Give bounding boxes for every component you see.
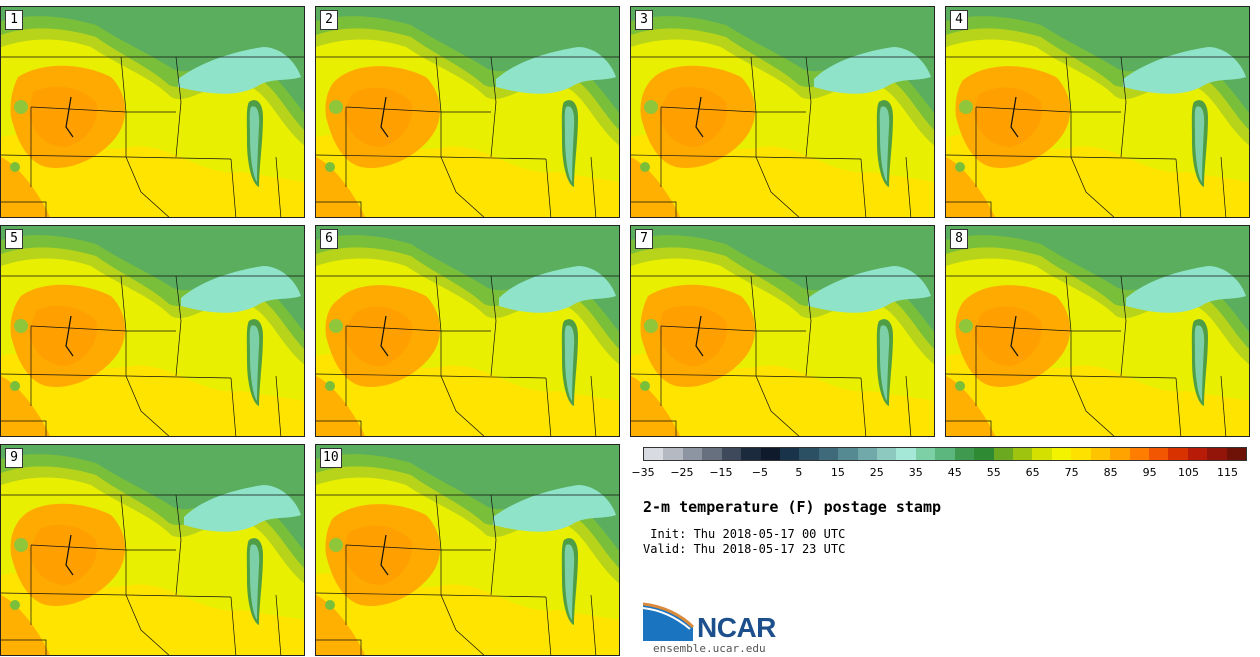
valid-time: Valid: Thu 2018-05-17 23 UTC [643, 542, 846, 556]
ncar-logo-icon [643, 602, 695, 641]
colorbar-swatch [1110, 448, 1130, 460]
colorbar-tick-label: 25 [869, 466, 884, 479]
colorbar-swatch [1129, 448, 1149, 460]
colorbar-swatch [663, 448, 683, 460]
colorbar-swatch [1187, 448, 1208, 460]
panel-number: 3 [635, 10, 653, 30]
colorbar-swatch [915, 448, 936, 460]
map-panel-9: 9 [0, 444, 305, 656]
colorbar-swatch [721, 448, 742, 460]
panel-number: 5 [5, 229, 23, 249]
panel-number: 10 [320, 448, 342, 468]
colorbar-swatch [1168, 448, 1188, 460]
panel-number: 2 [320, 10, 338, 30]
colorbar-swatch [741, 448, 761, 460]
colorbar-tick-label: −25 [670, 466, 694, 479]
colorbar-swatch [799, 448, 819, 460]
colorbar-swatch [1207, 448, 1227, 460]
colorbar-tick-label: 55 [986, 466, 1001, 479]
colorbar-swatch [682, 448, 703, 460]
map-panel-4: 4 [945, 6, 1250, 218]
panel-number: 4 [950, 10, 968, 30]
map-panel-6: 6 [315, 225, 620, 437]
map-panel-7: 7 [630, 225, 935, 437]
temperature-map [1, 226, 304, 436]
colorbar-swatch [896, 448, 916, 460]
panel-number: 6 [320, 229, 338, 249]
temperature-map [1, 445, 304, 655]
colorbar-swatch [1051, 448, 1072, 460]
colorbar-tick-label: −35 [631, 466, 655, 479]
figure-title: 2-m temperature (F) postage stamp [643, 498, 942, 516]
colorbar-swatch [993, 448, 1014, 460]
colorbar-tick-label: 5 [795, 466, 803, 479]
colorbar-swatch [818, 448, 839, 460]
temperature-map [316, 7, 619, 217]
temperature-map [1, 7, 304, 217]
colorbar-swatch [1226, 448, 1247, 460]
ensemble-url: ensemble.ucar.edu [653, 642, 766, 655]
temperature-map [631, 7, 934, 217]
colorbar [643, 447, 1247, 461]
panel-number: 1 [5, 10, 23, 30]
colorbar-tick-label: −5 [751, 466, 768, 479]
colorbar-swatch [1071, 448, 1091, 460]
temperature-map [316, 445, 619, 655]
colorbar-tick-label: 115 [1217, 466, 1239, 479]
colorbar-swatch [954, 448, 975, 460]
temperature-map [631, 226, 934, 436]
colorbar-tick-label: 75 [1064, 466, 1079, 479]
temperature-map [946, 226, 1249, 436]
panel-number: 9 [5, 448, 23, 468]
colorbar-swatch [779, 448, 800, 460]
panel-number: 7 [635, 229, 653, 249]
colorbar-tick-label: 85 [1103, 466, 1118, 479]
map-panel-8: 8 [945, 225, 1250, 437]
map-panel-3: 3 [630, 6, 935, 218]
colorbar-swatch [974, 448, 994, 460]
colorbar-tick-label: 65 [1025, 466, 1040, 479]
colorbar-swatch [1013, 448, 1033, 460]
colorbar-swatch [644, 448, 664, 460]
colorbar-swatch [1090, 448, 1111, 460]
panel-number: 8 [950, 229, 968, 249]
map-panel-5: 5 [0, 225, 305, 437]
colorbar-tick-label: 105 [1178, 466, 1200, 479]
colorbar-ticks: −35 −25 −15 −5 5 15 25 35 45 55 65 75 85 95 105 115 [631, 466, 1247, 480]
colorbar-swatch [877, 448, 897, 460]
temperature-map [946, 7, 1249, 217]
colorbar-swatch [1032, 448, 1052, 460]
map-panel-2: 2 [315, 6, 620, 218]
map-panel-1: 1 [0, 6, 305, 218]
colorbar-tick-label: 45 [947, 466, 962, 479]
colorbar-tick-label: 35 [908, 466, 923, 479]
init-time: Init: Thu 2018-05-17 00 UTC [643, 527, 846, 541]
map-panel-10: 10 [315, 444, 620, 656]
colorbar-swatch [857, 448, 878, 460]
colorbar-swatch [838, 448, 858, 460]
colorbar-swatch [935, 448, 955, 460]
ncar-logo-text: NCAR [697, 612, 776, 643]
colorbar-tick-label: 95 [1142, 466, 1157, 479]
colorbar-tick-label: −15 [709, 466, 733, 479]
colorbar-swatch [760, 448, 780, 460]
colorbar-swatch [1148, 448, 1169, 460]
colorbar-tick-label: 15 [830, 466, 845, 479]
temperature-map [316, 226, 619, 436]
colorbar-swatch [702, 448, 722, 460]
